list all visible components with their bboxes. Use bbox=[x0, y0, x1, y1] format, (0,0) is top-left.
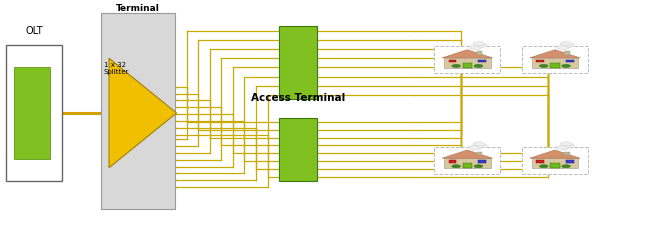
FancyBboxPatch shape bbox=[564, 52, 570, 56]
Circle shape bbox=[473, 142, 485, 146]
Circle shape bbox=[452, 165, 461, 168]
FancyBboxPatch shape bbox=[566, 60, 574, 63]
Text: Access Terminal: Access Terminal bbox=[251, 92, 345, 102]
FancyBboxPatch shape bbox=[478, 60, 486, 63]
FancyBboxPatch shape bbox=[476, 152, 482, 156]
Text: OLT: OLT bbox=[25, 26, 43, 36]
FancyBboxPatch shape bbox=[476, 52, 482, 56]
Circle shape bbox=[469, 46, 482, 50]
FancyBboxPatch shape bbox=[448, 60, 456, 63]
FancyBboxPatch shape bbox=[564, 152, 570, 156]
FancyBboxPatch shape bbox=[444, 158, 491, 168]
FancyBboxPatch shape bbox=[532, 158, 578, 168]
FancyBboxPatch shape bbox=[6, 45, 62, 182]
Circle shape bbox=[477, 144, 487, 148]
Text: Distribution
Terminal: Distribution Terminal bbox=[108, 0, 168, 12]
FancyBboxPatch shape bbox=[448, 160, 456, 163]
Circle shape bbox=[474, 165, 483, 168]
Circle shape bbox=[557, 46, 570, 50]
FancyBboxPatch shape bbox=[536, 160, 544, 163]
Polygon shape bbox=[442, 150, 493, 158]
Circle shape bbox=[539, 65, 548, 68]
Circle shape bbox=[539, 165, 548, 168]
Polygon shape bbox=[109, 59, 177, 168]
FancyBboxPatch shape bbox=[444, 59, 491, 69]
Polygon shape bbox=[442, 50, 493, 59]
Circle shape bbox=[452, 65, 461, 68]
FancyBboxPatch shape bbox=[550, 163, 559, 168]
Circle shape bbox=[565, 44, 575, 48]
FancyBboxPatch shape bbox=[101, 14, 175, 209]
FancyBboxPatch shape bbox=[14, 68, 50, 159]
Circle shape bbox=[477, 44, 487, 48]
Circle shape bbox=[561, 65, 570, 68]
Circle shape bbox=[561, 142, 572, 146]
Circle shape bbox=[557, 146, 570, 150]
FancyBboxPatch shape bbox=[566, 160, 574, 163]
Circle shape bbox=[561, 42, 572, 47]
Circle shape bbox=[561, 165, 570, 168]
Circle shape bbox=[565, 144, 575, 148]
FancyBboxPatch shape bbox=[279, 27, 317, 100]
FancyBboxPatch shape bbox=[463, 63, 472, 69]
FancyBboxPatch shape bbox=[532, 59, 578, 69]
Polygon shape bbox=[530, 150, 580, 158]
FancyBboxPatch shape bbox=[536, 60, 544, 63]
Circle shape bbox=[474, 65, 483, 68]
FancyBboxPatch shape bbox=[279, 118, 317, 182]
FancyBboxPatch shape bbox=[478, 160, 486, 163]
Polygon shape bbox=[530, 50, 580, 59]
Text: 1 x 32
Splitter: 1 x 32 Splitter bbox=[104, 62, 129, 75]
FancyBboxPatch shape bbox=[522, 147, 588, 174]
FancyBboxPatch shape bbox=[434, 147, 500, 174]
FancyBboxPatch shape bbox=[522, 47, 588, 74]
FancyBboxPatch shape bbox=[463, 163, 472, 168]
Circle shape bbox=[469, 146, 482, 150]
Circle shape bbox=[473, 42, 485, 47]
FancyBboxPatch shape bbox=[550, 63, 559, 69]
FancyBboxPatch shape bbox=[434, 47, 500, 74]
